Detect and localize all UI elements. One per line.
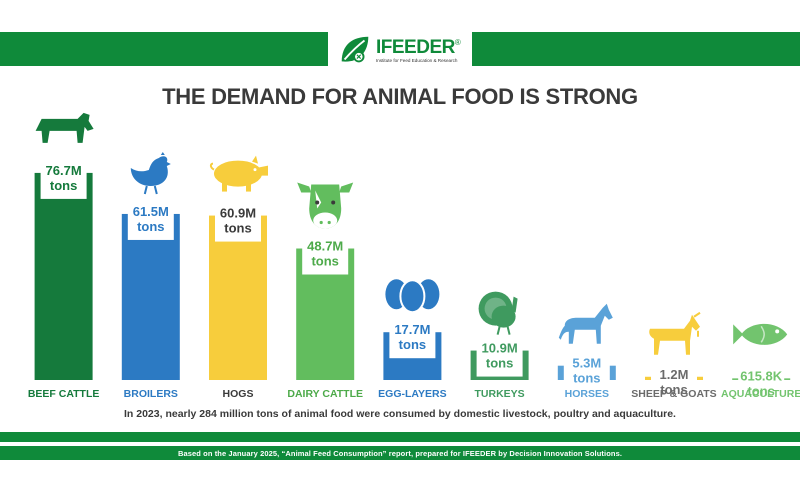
category-label: EGG-LAYERS (378, 388, 446, 400)
value-plate (738, 364, 785, 400)
footer-band: Based on the January 2025, “Animal Feed … (0, 446, 800, 460)
value-plate (476, 336, 523, 377)
page-title: THE DEMAND FOR ANIMAL FOOD IS STRONG (162, 84, 638, 109)
bar (121, 213, 180, 380)
bottom-green-band (0, 432, 800, 442)
horse-icon (558, 303, 613, 344)
ifeeder-leaf-icon (341, 36, 369, 63)
value-plate (389, 318, 436, 359)
category-label: HOGS (223, 388, 254, 400)
value-label: 48.7M (307, 239, 343, 254)
value-plate (215, 201, 261, 242)
value-unit-label: tons (311, 254, 338, 269)
value-unit-label: tons (747, 383, 774, 398)
value-unit-label: tons (137, 219, 164, 234)
chart-caption: In 2023, nearly 284 million tons of anim… (124, 408, 676, 420)
category-label: AQUACULTURE (721, 388, 800, 400)
value-label: 5.3M (572, 356, 601, 371)
value-label: 1.2M (660, 367, 689, 382)
bar (34, 172, 93, 380)
logo: IFEEDER® Institute for Feed Education & … (328, 28, 472, 72)
value-unit-label: tons (224, 221, 251, 236)
value-unit-label: tons (399, 337, 426, 352)
value-unit-label: tons (50, 178, 77, 193)
category-label: HORSES (565, 388, 609, 400)
category-label: SHEEP & GOATS (631, 388, 716, 400)
value-unit-label: tons (660, 382, 687, 397)
chicken-icon (130, 151, 171, 195)
bar (209, 215, 267, 380)
category-label: BROILERS (124, 388, 178, 400)
value-label: 61.5M (133, 204, 169, 219)
value-label: 17.7M (394, 322, 430, 337)
value-label: 60.9M (220, 206, 256, 221)
value-label: 615.8K (740, 368, 783, 383)
turkey-icon (478, 291, 518, 335)
value-label: 10.9M (482, 341, 518, 356)
source-note: Based on the January 2025, “Animal Feed … (177, 448, 623, 458)
value-label: 76.7M (46, 163, 82, 178)
value-unit-label: tons (573, 371, 600, 386)
dairy-cow-head-icon (297, 182, 354, 229)
brand-tagline: Institute for Feed Education & Research (376, 57, 458, 63)
eggs-icon (385, 279, 440, 314)
pig-icon (209, 155, 268, 192)
goat-icon (649, 311, 701, 355)
value-unit-label: tons (486, 356, 513, 371)
value-plate (302, 234, 349, 275)
fish-icon (733, 323, 788, 345)
value-plate (651, 362, 697, 400)
category-label: BEEF CATTLE (28, 388, 100, 400)
category-label: TURKEYS (475, 388, 525, 400)
registered-mark: ® (454, 37, 461, 47)
value-plate (40, 158, 87, 199)
category-label: DAIRY CATTLE (287, 388, 363, 400)
cow-icon (35, 112, 94, 143)
value-plate (127, 199, 174, 240)
brand-name: IFEEDER (376, 36, 455, 58)
value-plate (563, 351, 610, 392)
